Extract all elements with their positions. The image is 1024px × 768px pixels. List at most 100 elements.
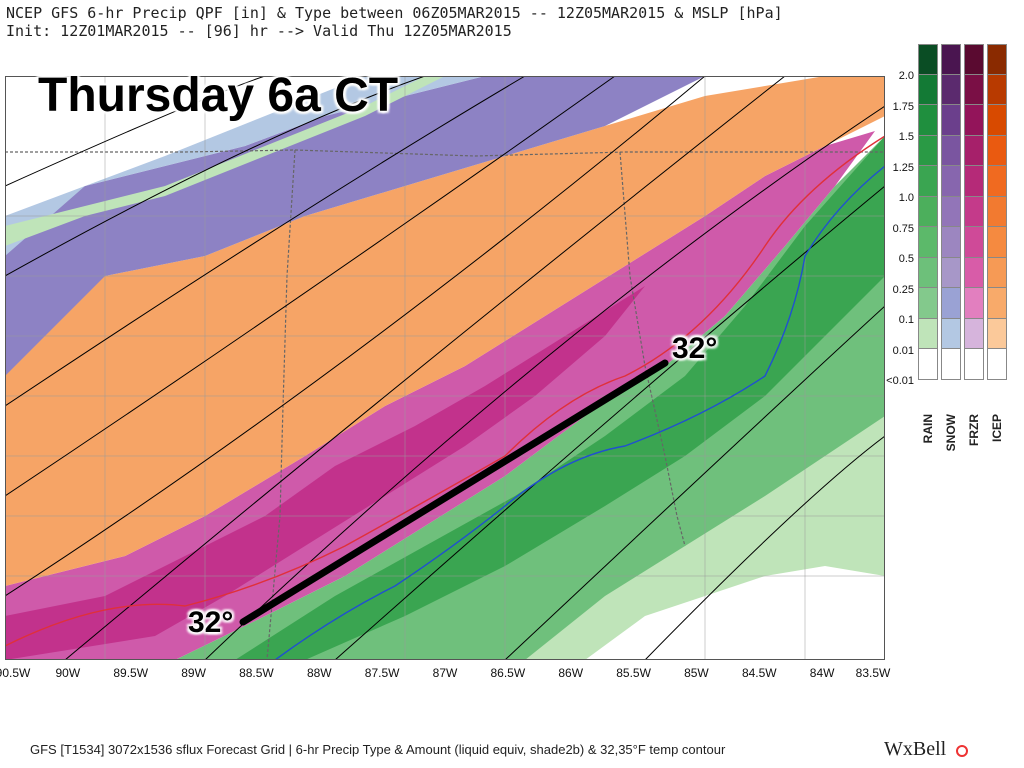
contour-label-right: 32°: [672, 332, 718, 365]
legend-swatch: [941, 166, 961, 197]
legend-swatch: [918, 166, 938, 197]
x-tick-label: 85.5W: [616, 666, 651, 680]
legend-swatch: [918, 105, 938, 136]
no-precip-area: [585, 566, 885, 660]
legend-swatch: [941, 105, 961, 136]
legend-swatch: [987, 318, 1007, 349]
legend-swatch: [941, 135, 961, 166]
legend-swatch: [941, 349, 961, 380]
legend-swatch: [964, 288, 984, 319]
legend-swatch: [964, 44, 984, 75]
header-line-2: Init: 12Z01MAR2015 -- [96] hr --> Valid …: [6, 22, 512, 40]
legend-swatch: [941, 288, 961, 319]
legend-swatch: [941, 196, 961, 227]
legend-level-label: 1.0: [898, 192, 914, 204]
icep-band: [5, 76, 885, 586]
legend-swatch: [941, 257, 961, 288]
x-tick-label: 85W: [684, 666, 709, 680]
legend-level-label: 1.75: [892, 100, 914, 113]
legend-swatch: [918, 196, 938, 227]
brand-logo: WxBell: [884, 738, 947, 760]
legend-swatch: [987, 257, 1007, 288]
legend-level-label: 1.5: [898, 131, 914, 143]
legend-swatch: [964, 349, 984, 380]
legend-swatch: [987, 74, 1007, 105]
legend-swatch: [918, 74, 938, 105]
legend-type-label: FRZR: [967, 414, 981, 446]
isobars: [5, 76, 885, 660]
footer-caption: GFS [T1534] 3072x1536 sflux Forecast Gri…: [30, 742, 726, 757]
brand-dot-icon: [956, 745, 968, 757]
legend-level-label: 0.1: [898, 314, 914, 326]
x-tick-label: 89.5W: [113, 666, 149, 680]
legend-column-snow: [941, 44, 961, 380]
frzr-band: [5, 131, 875, 660]
legend-type-label: ICEP: [990, 414, 1004, 443]
rain-light-nw: [5, 76, 445, 246]
x-tick-label: 84W: [809, 666, 835, 680]
freezing-line-annotation: [239, 359, 669, 626]
legend-column-icep: [987, 44, 1007, 380]
legend-swatch: [987, 135, 1007, 166]
legend-swatch: [987, 44, 1007, 75]
legend-swatch: [964, 74, 984, 105]
legend-swatch: [941, 318, 961, 349]
legend-type-label: RAIN: [921, 414, 935, 444]
x-tick-label: 83.5W: [855, 666, 891, 680]
legend-level-label: 0.5: [898, 253, 914, 265]
x-tick-label: 90.5W: [0, 666, 31, 680]
legend-swatch: [941, 44, 961, 75]
legend-swatch: [987, 288, 1007, 319]
county-lines: [5, 76, 885, 660]
legend-swatch: [918, 135, 938, 166]
x-tick-label: 88W: [306, 666, 332, 680]
legend-swatch: [964, 318, 984, 349]
legend-column-frzr: [964, 44, 984, 380]
header-line-1: NCEP GFS 6-hr Precip QPF [in] & Type bet…: [6, 4, 783, 22]
snow-band: [5, 76, 705, 376]
legend-swatch: [987, 349, 1007, 380]
state-borders: [5, 149, 885, 660]
x-tick-label: 88.5W: [239, 666, 274, 680]
legend-swatch: [918, 257, 938, 288]
legend-swatch: [987, 166, 1007, 197]
legend-level-label: 0.25: [892, 283, 914, 296]
legend-level-label: 0.01: [892, 344, 914, 357]
x-tick-label: 86W: [558, 666, 584, 680]
x-tick-label: 90W: [55, 666, 81, 680]
frzr-core: [5, 286, 645, 660]
x-tick-label: 87.5W: [364, 666, 400, 680]
legend-swatch: [987, 105, 1007, 136]
x-tick-label: 86.5W: [490, 666, 526, 680]
legend-level-label: <0.01: [886, 375, 914, 387]
legend-swatch: [918, 349, 938, 380]
map-title: Thursday 6a CT: [38, 69, 399, 122]
legend-swatch: [918, 44, 938, 75]
x-tick-label: 89W: [181, 666, 206, 680]
x-tick-label: 87W: [432, 666, 458, 680]
legend-swatch: [964, 135, 984, 166]
precip-type-map: [5, 76, 885, 660]
rain-area: [175, 136, 885, 660]
freezing-contour-32: [5, 135, 885, 647]
legend-type-label: SNOW: [944, 414, 958, 452]
contour-label-left: 32°: [188, 606, 234, 639]
no-precip-nw: [5, 76, 365, 216]
legend-swatch: [918, 227, 938, 258]
rain-moderate-band: [235, 136, 885, 660]
legend-swatch: [987, 227, 1007, 258]
legend-swatch: [964, 257, 984, 288]
legend-swatch: [941, 74, 961, 105]
temp-contour-35: [274, 165, 885, 660]
legend-column-rain: [918, 44, 938, 380]
legend-swatch: [918, 288, 938, 319]
legend-swatch: [918, 318, 938, 349]
legend-swatch: [964, 227, 984, 258]
legend-swatch: [964, 196, 984, 227]
legend-level-label: 2.0: [898, 70, 914, 82]
legend-swatch: [941, 227, 961, 258]
legend-swatch: [987, 196, 1007, 227]
legend-swatch: [964, 166, 984, 197]
legend-level-label: 1.25: [892, 161, 914, 174]
x-tick-label: 84.5W: [741, 666, 777, 680]
